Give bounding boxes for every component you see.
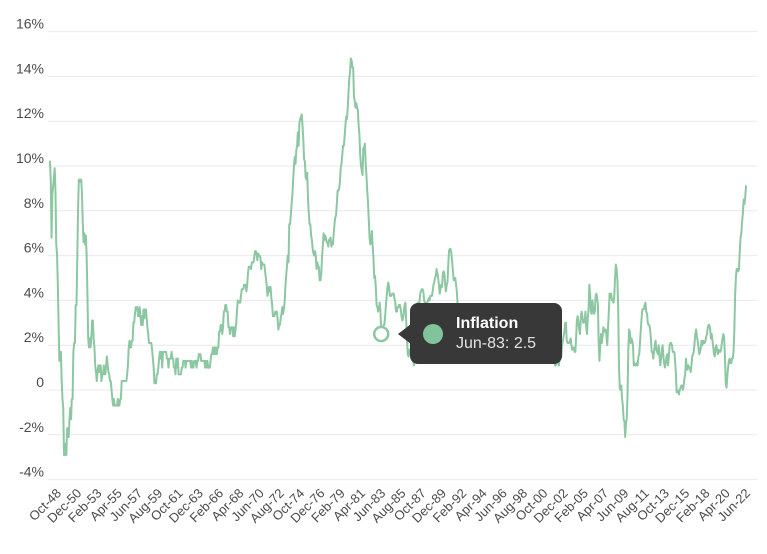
y-axis-label: -2% xyxy=(19,419,44,435)
tooltip: Inflation Jun-83: 2.5 xyxy=(398,303,562,364)
y-axis-label: 2% xyxy=(24,329,44,345)
y-axis-label: 4% xyxy=(24,284,44,300)
y-axis-label: 16% xyxy=(16,16,44,32)
y-axis-label: 10% xyxy=(16,150,44,166)
y-axis-label: 6% xyxy=(24,240,44,256)
tooltip-arrow-icon xyxy=(398,324,411,344)
y-axis-label: 12% xyxy=(16,105,44,121)
inflation-line[interactable] xyxy=(49,57,747,456)
hovered-point-marker[interactable] xyxy=(372,325,390,343)
y-axis-label: 8% xyxy=(24,195,44,211)
series-color-dot-icon xyxy=(423,323,443,344)
tooltip-value: Jun-83: 2.5 xyxy=(456,334,537,352)
y-axis-label: 14% xyxy=(16,60,44,76)
tooltip-series-name: Inflation xyxy=(456,314,519,332)
y-axis-label: -4% xyxy=(19,464,44,480)
y-axis-label: 0 xyxy=(36,374,44,390)
